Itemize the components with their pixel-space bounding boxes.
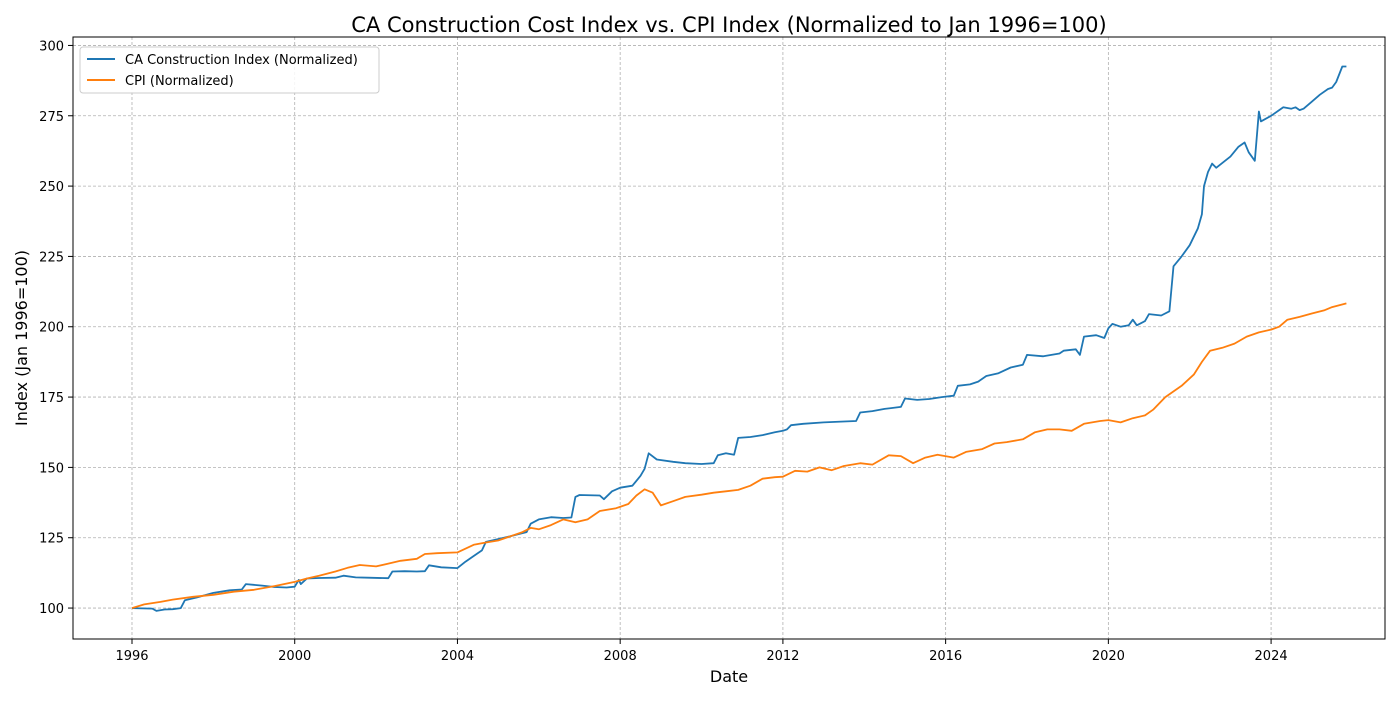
y-axis-label: Index (Jan 1996=100) <box>12 250 31 426</box>
y-tick-label: 100 <box>39 602 64 617</box>
grid-lines <box>73 37 1385 639</box>
plot-frame <box>72 36 1386 640</box>
y-tick-label: 125 <box>39 532 64 547</box>
y-tick-label: 250 <box>39 180 64 195</box>
y-tick-label: 275 <box>39 110 64 125</box>
chart-title: CA Construction Cost Index vs. CPI Index… <box>351 13 1106 37</box>
y-tick-label: 175 <box>39 391 64 406</box>
series-line-cpi <box>131 302 1347 609</box>
y-tick-label: 225 <box>39 250 64 265</box>
legend-entry: CPI (Normalized) <box>125 74 234 89</box>
x-tick-label: 2024 <box>1255 649 1288 664</box>
series-line-ca-construction <box>131 65 1347 612</box>
series-layer <box>131 65 1347 612</box>
x-tick-label: 2020 <box>1092 649 1125 664</box>
x-axis: 1996 2000 2004 2008 2012 2016 2020 2024 <box>115 639 1288 664</box>
legend-entry: CA Construction Index (Normalized) <box>125 53 358 68</box>
x-tick-label: 2004 <box>441 649 474 664</box>
y-tick-label: 200 <box>39 321 64 336</box>
y-axis: 100 125 150 175 200 225 250 275 300 <box>39 39 73 617</box>
legend-box <box>79 46 380 94</box>
y-tick-label: 300 <box>39 39 64 54</box>
x-tick-label: 2016 <box>929 649 962 664</box>
x-tick-label: 1996 <box>115 649 148 664</box>
x-tick-label: 2000 <box>278 649 311 664</box>
x-tick-label: 2012 <box>766 649 799 664</box>
y-tick-label: 150 <box>39 461 64 476</box>
x-tick-label: 2008 <box>604 649 637 664</box>
x-axis-label: Date <box>710 667 748 686</box>
legend: CA Construction Index (Normalized) CPI (N… <box>79 46 380 94</box>
